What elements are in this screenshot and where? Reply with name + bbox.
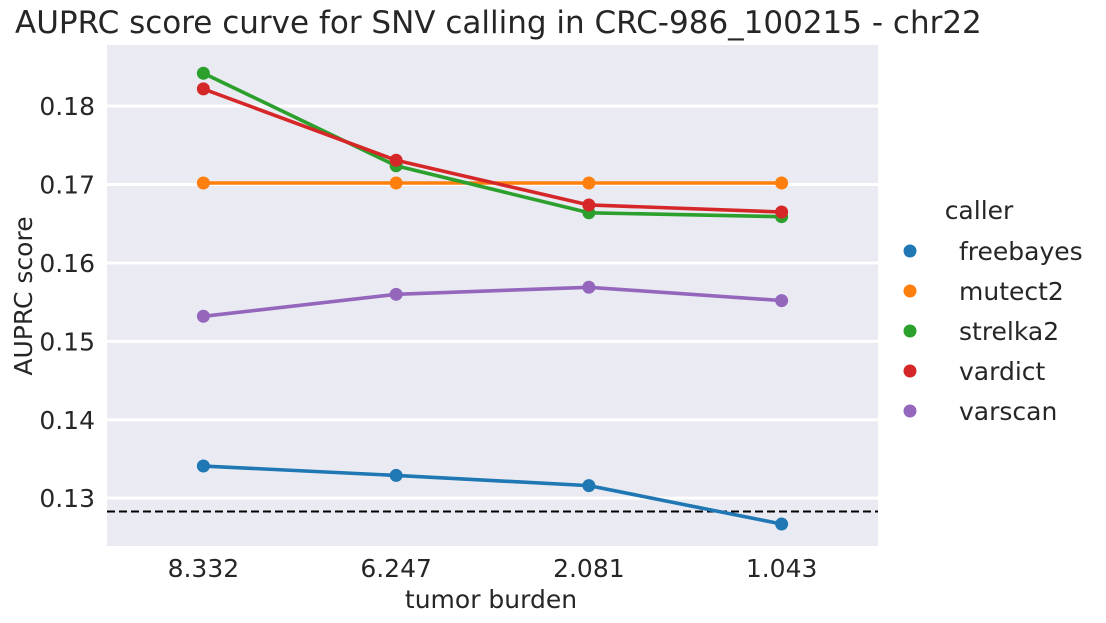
data-point-varscan <box>582 280 596 294</box>
plot-area <box>107 45 878 546</box>
legend-title: caller <box>945 196 1014 225</box>
data-point-mutect2 <box>775 176 789 190</box>
data-point-varscan <box>196 309 210 323</box>
y-tick-label: 0.13 <box>39 484 95 513</box>
x-axis-label: tumor burden <box>405 585 577 614</box>
y-tick-label: 0.17 <box>39 171 95 200</box>
data-point-mutect2 <box>389 176 403 190</box>
legend-label-mutect2: mutect2 <box>959 277 1064 306</box>
legend-label-freebayes: freebayes <box>959 237 1083 266</box>
legend-marker-freebayes <box>903 244 917 258</box>
y-axis-label: AUPRC score <box>9 216 38 375</box>
series-line-varscan <box>203 285 782 319</box>
series-line-strelka2 <box>202 71 782 219</box>
data-point-vardict <box>582 198 596 212</box>
data-point-varscan <box>389 287 403 301</box>
x-tick-label: 6.247 <box>360 554 432 583</box>
y-tick-label: 0.14 <box>39 406 95 435</box>
x-tick-label: 1.043 <box>746 554 818 583</box>
y-tick-label: 0.16 <box>39 249 95 278</box>
legend-marker-strelka2 <box>903 324 917 338</box>
data-point-varscan <box>775 294 789 308</box>
legend: caller freebayes mutect2 strelka2 vardict va… <box>903 196 1083 426</box>
chart-title: AUPRC score curve for SNV calling in CRC… <box>15 5 982 41</box>
x-tick-label: 2.081 <box>553 554 625 583</box>
x-tick-label: 8.332 <box>168 554 240 583</box>
data-point-vardict <box>775 205 789 219</box>
y-tick-label: 0.18 <box>39 92 95 121</box>
series-group <box>196 66 789 531</box>
x-tick-labels: 8.332 6.247 2.081 1.043 <box>168 554 818 583</box>
data-point-mutect2 <box>196 176 210 190</box>
legend-label-vardict: vardict <box>959 357 1046 386</box>
legend-marker-vardict <box>903 364 917 378</box>
series-varscan <box>196 280 789 323</box>
legend-marker-varscan <box>903 404 917 418</box>
series-line-vardict <box>202 87 782 214</box>
series-vardict <box>196 82 789 219</box>
y-tick-label: 0.15 <box>39 327 95 356</box>
data-point-freebayes <box>389 468 403 482</box>
data-point-freebayes <box>775 517 789 531</box>
data-point-freebayes <box>196 459 210 473</box>
legend-label-strelka2: strelka2 <box>959 317 1059 346</box>
series-line-freebayes <box>203 464 782 526</box>
data-point-strelka2 <box>196 66 210 80</box>
legend-label-varscan: varscan <box>959 397 1057 426</box>
series-freebayes <box>196 459 789 531</box>
legend-marker-mutect2 <box>903 284 917 298</box>
data-point-vardict <box>389 153 403 167</box>
data-point-vardict <box>196 82 210 96</box>
data-point-freebayes <box>582 479 596 493</box>
y-tick-labels: 0.13 0.14 0.15 0.16 0.17 0.18 <box>39 92 95 513</box>
data-point-mutect2 <box>582 176 596 190</box>
